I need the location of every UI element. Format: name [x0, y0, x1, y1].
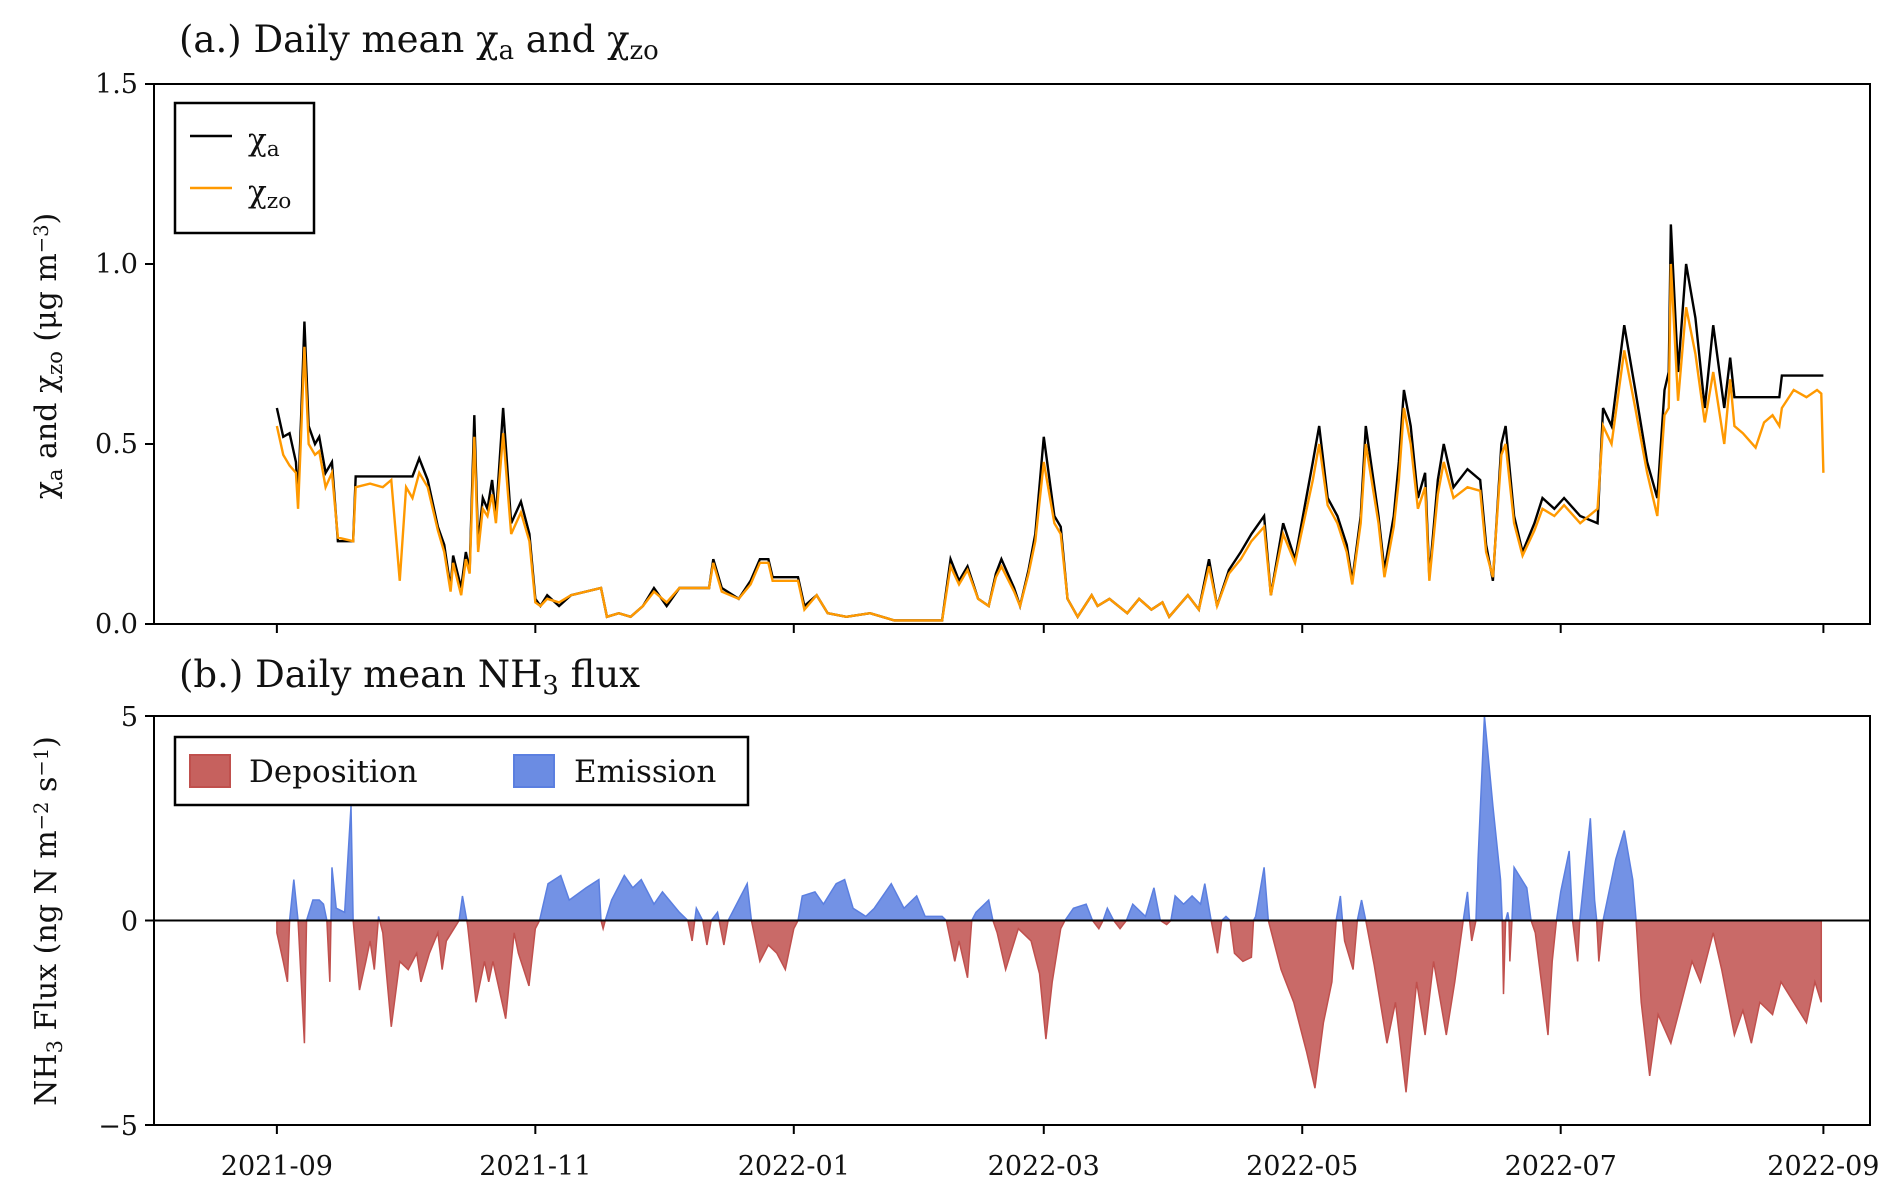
x-tick-label: 2022-03 — [988, 1151, 1100, 1182]
panel-a-title: (a.) Daily mean χa and χzo — [179, 18, 659, 66]
panel-b-y-axis-label-part: s — [29, 777, 64, 802]
panel-a-y-axis-label: χa and χzo (μg m−3) — [29, 213, 67, 500]
y-tick-label: 5 — [121, 702, 138, 733]
chi-zo-line — [275, 263, 1825, 622]
legend-b-box — [173, 735, 750, 807]
x-tick-label: 2022-07 — [1505, 1151, 1617, 1182]
panel-a: (a.) Daily mean χa and χzo0.00.51.01.5χa… — [29, 18, 1871, 640]
x-tick-label: 2022-09 — [1767, 1151, 1879, 1182]
legend-label-emission: Emission — [574, 754, 716, 790]
x-tick-label: 2022-05 — [1246, 1151, 1358, 1182]
panel-a-y-axis-label-part: χ — [29, 481, 64, 499]
legend-sub: a — [267, 137, 280, 162]
panel-a-y-axis-label-part: and χ — [29, 375, 64, 469]
panel-b-y-axis-label-part: ) — [29, 736, 64, 748]
y-tick-label: 0.5 — [95, 429, 138, 460]
y-tick-label: −5 — [98, 1111, 138, 1142]
panel-a-y-axis-label-part: −3 — [30, 224, 53, 253]
legend-b: Deposition Emission — [173, 735, 750, 807]
deposition-area — [276, 921, 1823, 1093]
panel-b-title-part: 3 — [542, 671, 558, 701]
x-tick-label: 2022-01 — [738, 1151, 850, 1182]
panel-a-y-axis-label-part: ) — [29, 213, 64, 225]
y-tick-label: 1.5 — [95, 69, 138, 100]
legend-label-deposition: Deposition — [249, 754, 418, 790]
panel-a-title-part: and χ — [514, 18, 630, 61]
panel-a-title-part: zo — [630, 36, 659, 66]
legend-symbol: χ — [248, 174, 267, 210]
panel-a-title-part: (a.) Daily mean χ — [179, 18, 499, 61]
y-tick-label: 0 — [121, 907, 138, 938]
panel-b-title: (b.) Daily mean NH3 flux — [179, 653, 640, 701]
panel-b-y-axis-label-part: −2 — [30, 802, 53, 831]
x-tick-label: 2021-09 — [221, 1151, 333, 1182]
panel-a-title-part: a — [499, 36, 514, 66]
legend-a-box — [173, 101, 316, 235]
deposition-swatch — [189, 754, 231, 788]
y-tick-label: 0.0 — [95, 609, 138, 640]
panel-b-y-axis-label-part: −1 — [30, 748, 53, 777]
panel-b-y-axis-label: NH3 Flux (ng N m−2 s−1) — [29, 736, 67, 1106]
emission-swatch — [513, 754, 555, 788]
x-tick-label: 2021-11 — [479, 1151, 591, 1182]
legend-label: χzo — [248, 174, 291, 214]
panel-b-y-axis-label-part: 3 — [43, 1040, 67, 1053]
panel-a-y-axis-label-part: (μg m — [29, 253, 64, 351]
panel-a-y-axis-label-part: zo — [43, 351, 67, 375]
panel-a-y-axis-label-part: a — [43, 469, 67, 482]
panel-b-title-part: flux — [559, 653, 640, 696]
panel-b-y-axis-label-part: NH — [29, 1053, 64, 1105]
panel-a-frame — [153, 83, 1871, 625]
panel-b-y-axis-label-part: Flux (ng N m — [29, 830, 64, 1040]
legend-sub: zo — [267, 189, 291, 214]
legend-label: χa — [248, 122, 280, 162]
legend-symbol: χ — [248, 122, 267, 158]
y-tick-label: 1.0 — [95, 249, 138, 280]
panel-b-title-part: (b.) Daily mean NH — [179, 653, 542, 696]
chi-a-line — [275, 224, 1824, 622]
